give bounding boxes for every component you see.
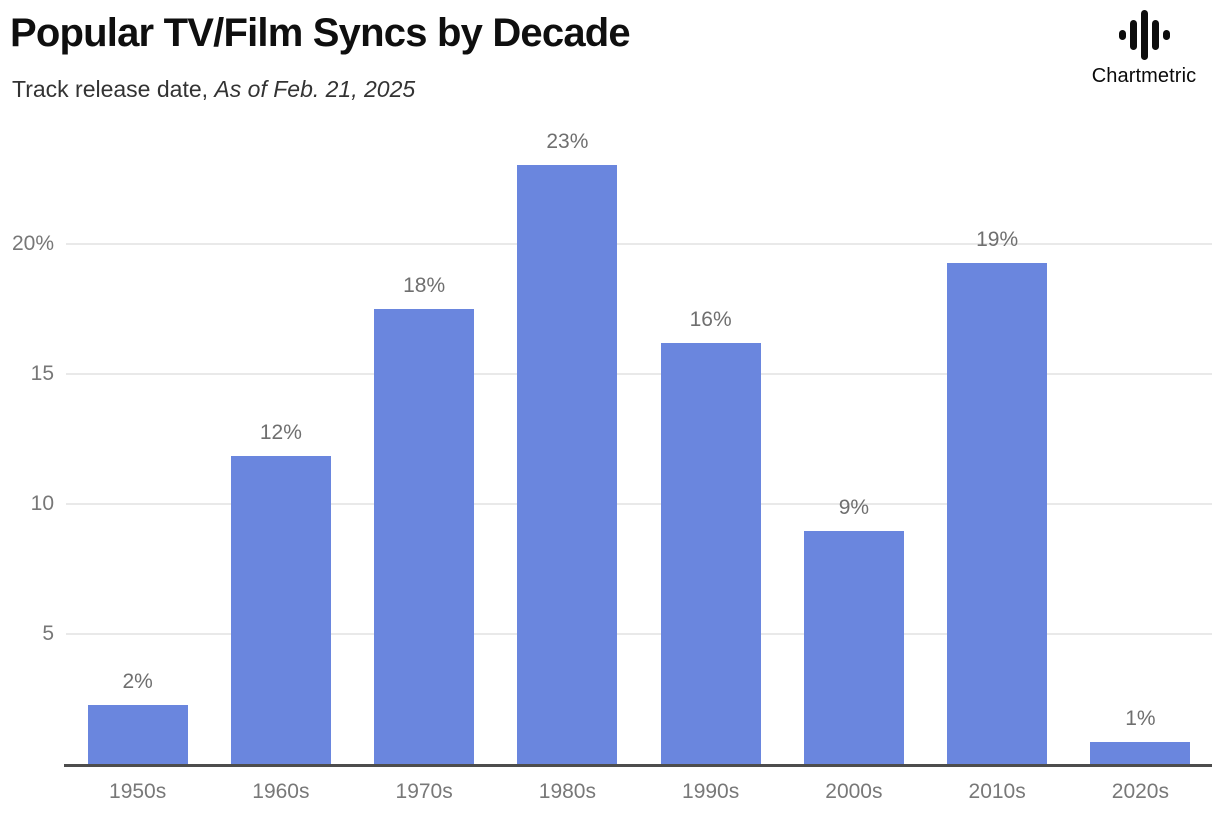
bar-2010s <box>947 263 1048 764</box>
gridline-15 <box>66 373 1212 375</box>
gridline-10 <box>66 503 1212 505</box>
chart-subtitle: Track release date, As of Feb. 21, 2025 <box>12 76 415 103</box>
bar-2020s <box>1090 742 1191 764</box>
x-tick-label-1990s: 1990s <box>682 780 740 803</box>
waveform-bar-5 <box>1162 30 1170 40</box>
gridline-5 <box>66 633 1212 635</box>
y-tick-label-15: 15 <box>30 362 54 385</box>
bar-value-label-1980s: 23% <box>546 130 589 153</box>
plot-area: 2% 12% 18% 23% 16% 9% 19% 1% <box>66 130 1212 764</box>
bar-1950s <box>87 705 188 764</box>
waveform-bar-3 <box>1140 10 1148 60</box>
chartmetric-logo: Chartmetric <box>1072 8 1216 88</box>
subtitle-as-of-date: As of Feb. 21, 2025 <box>214 76 416 102</box>
bar-value-label-1960s: 12% <box>259 421 302 444</box>
waveform-bar-4 <box>1151 20 1159 50</box>
brand-name: Chartmetric <box>1091 65 1197 87</box>
x-tick-label-2000s: 2000s <box>825 780 883 803</box>
y-tick-label-20: 20% <box>11 232 54 255</box>
x-tick-label-1960s: 1960s <box>252 780 310 803</box>
bar-value-label-1970s: 18% <box>403 274 446 297</box>
x-tick-label-1950s: 1950s <box>109 780 167 803</box>
bar-value-label-1950s: 2% <box>122 670 153 693</box>
bar-value-label-1990s: 16% <box>689 308 732 331</box>
bar-value-label-2000s: 9% <box>838 496 870 519</box>
waveform-icon <box>1072 8 1216 62</box>
bar-value-label-2010s: 19% <box>976 228 1019 251</box>
gridline-20 <box>66 243 1212 245</box>
x-tick-label-2010s: 2010s <box>968 780 1026 803</box>
bar-1990s <box>660 343 761 764</box>
bar-2000s <box>803 531 904 764</box>
bar-1970s <box>374 309 475 764</box>
subtitle-regular-text: Track release date, <box>12 76 215 102</box>
page-title: Popular TV/Film Syncs by Decade <box>10 11 631 55</box>
x-tick-label-2020s: 2020s <box>1111 780 1169 803</box>
waveform-bar-1 <box>1118 30 1126 40</box>
x-tick-label-1970s: 1970s <box>395 780 453 803</box>
y-tick-label-10: 10 <box>30 492 54 515</box>
waveform-bar-2 <box>1129 20 1137 50</box>
bar-1980s <box>517 165 618 764</box>
bar-value-label-2020s: 1% <box>1125 707 1156 730</box>
x-tick-label-1980s: 1980s <box>538 780 596 803</box>
bar-1960s <box>230 456 331 764</box>
y-tick-label-5: 5 <box>42 622 54 645</box>
x-axis-line <box>64 764 1212 767</box>
